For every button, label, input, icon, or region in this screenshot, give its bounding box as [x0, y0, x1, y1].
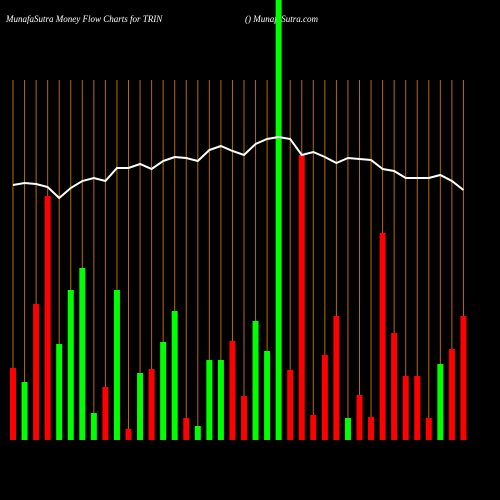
bar [148, 369, 155, 440]
bar [56, 344, 63, 440]
bar [402, 376, 409, 440]
bar [287, 370, 294, 440]
bar [264, 351, 271, 440]
bar [160, 342, 167, 440]
bar [194, 426, 201, 440]
bar [137, 373, 144, 440]
bar [125, 429, 132, 440]
bar [448, 349, 455, 440]
bar [21, 382, 28, 440]
bar [460, 316, 467, 440]
bar [113, 290, 120, 440]
bar [90, 413, 97, 440]
flow-line [12, 135, 465, 200]
bar [241, 396, 247, 440]
chart-subtitle: () MunafaSutra.com [245, 14, 318, 24]
bar [206, 360, 213, 440]
bar [171, 311, 178, 440]
bar [183, 418, 190, 440]
bar [10, 368, 16, 440]
bar [425, 418, 432, 440]
bar [44, 196, 51, 440]
bar [229, 341, 236, 440]
bar [102, 387, 109, 440]
bar [67, 290, 74, 440]
bar [356, 395, 363, 440]
bar [79, 268, 86, 440]
bar [437, 364, 444, 440]
bar [310, 415, 317, 440]
bar [252, 321, 259, 440]
bar [414, 376, 421, 440]
bar [275, 0, 282, 440]
bar [217, 360, 224, 440]
bar [379, 233, 386, 440]
bar [333, 316, 340, 440]
bar [298, 155, 305, 440]
bar [321, 355, 328, 440]
bar [33, 304, 40, 440]
bar [368, 417, 375, 440]
bar [344, 418, 351, 440]
chart-title: MunafaSutra Money Flow Charts for TRIN [5, 14, 163, 24]
bar [391, 333, 398, 440]
